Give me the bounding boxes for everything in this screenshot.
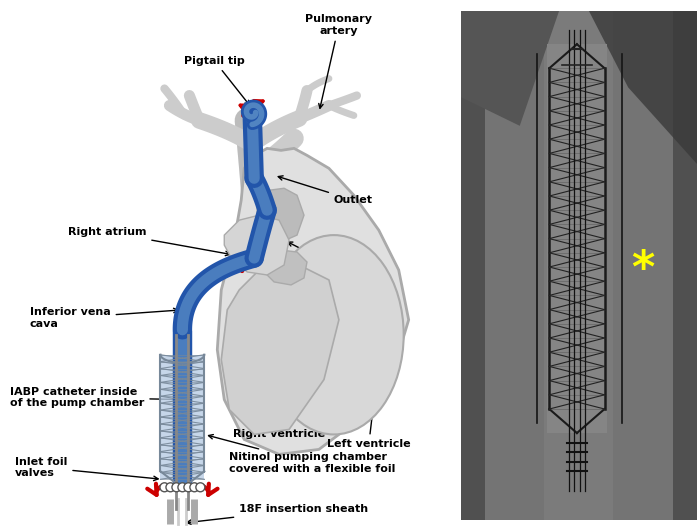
- Circle shape: [166, 483, 175, 492]
- Circle shape: [196, 483, 205, 492]
- Circle shape: [160, 483, 169, 492]
- Text: Right atrium: Right atrium: [68, 227, 230, 255]
- Text: *: *: [631, 249, 654, 292]
- Polygon shape: [224, 215, 289, 275]
- Text: 18F insertion sheath: 18F insertion sheath: [187, 504, 368, 525]
- Text: Left ventricle: Left ventricle: [327, 364, 411, 449]
- Bar: [461, 11, 485, 520]
- Polygon shape: [470, 11, 687, 520]
- Ellipse shape: [264, 235, 404, 434]
- Circle shape: [172, 483, 181, 492]
- Circle shape: [190, 483, 199, 492]
- Polygon shape: [221, 265, 339, 434]
- Polygon shape: [264, 250, 307, 285]
- Text: Inferior vena
cava: Inferior vena cava: [30, 307, 178, 329]
- Text: Tricuspid
valve: Tricuspid valve: [288, 271, 365, 321]
- Polygon shape: [217, 148, 409, 455]
- Circle shape: [178, 483, 187, 492]
- Bar: [673, 11, 697, 520]
- Text: Nitinol pumping chamber
covered with a flexible foil: Nitinol pumping chamber covered with a f…: [209, 434, 396, 474]
- Polygon shape: [160, 355, 204, 479]
- Text: Outlet: Outlet: [278, 176, 373, 205]
- Polygon shape: [589, 11, 697, 164]
- Bar: [547, 44, 606, 433]
- Text: IABP catheter inside
of the pump chamber: IABP catheter inside of the pump chamber: [10, 387, 180, 408]
- Text: Pulmonary
valve: Pulmonary valve: [288, 242, 376, 281]
- Text: Pigtail tip: Pigtail tip: [184, 56, 249, 105]
- Polygon shape: [257, 189, 304, 242]
- Polygon shape: [461, 11, 559, 126]
- Text: Inlet foil
valves: Inlet foil valves: [15, 457, 158, 481]
- Text: Right ventricle: Right ventricle: [233, 394, 325, 440]
- Circle shape: [184, 483, 193, 492]
- Bar: [545, 11, 613, 520]
- Text: Pulmonary
artery: Pulmonary artery: [305, 14, 372, 108]
